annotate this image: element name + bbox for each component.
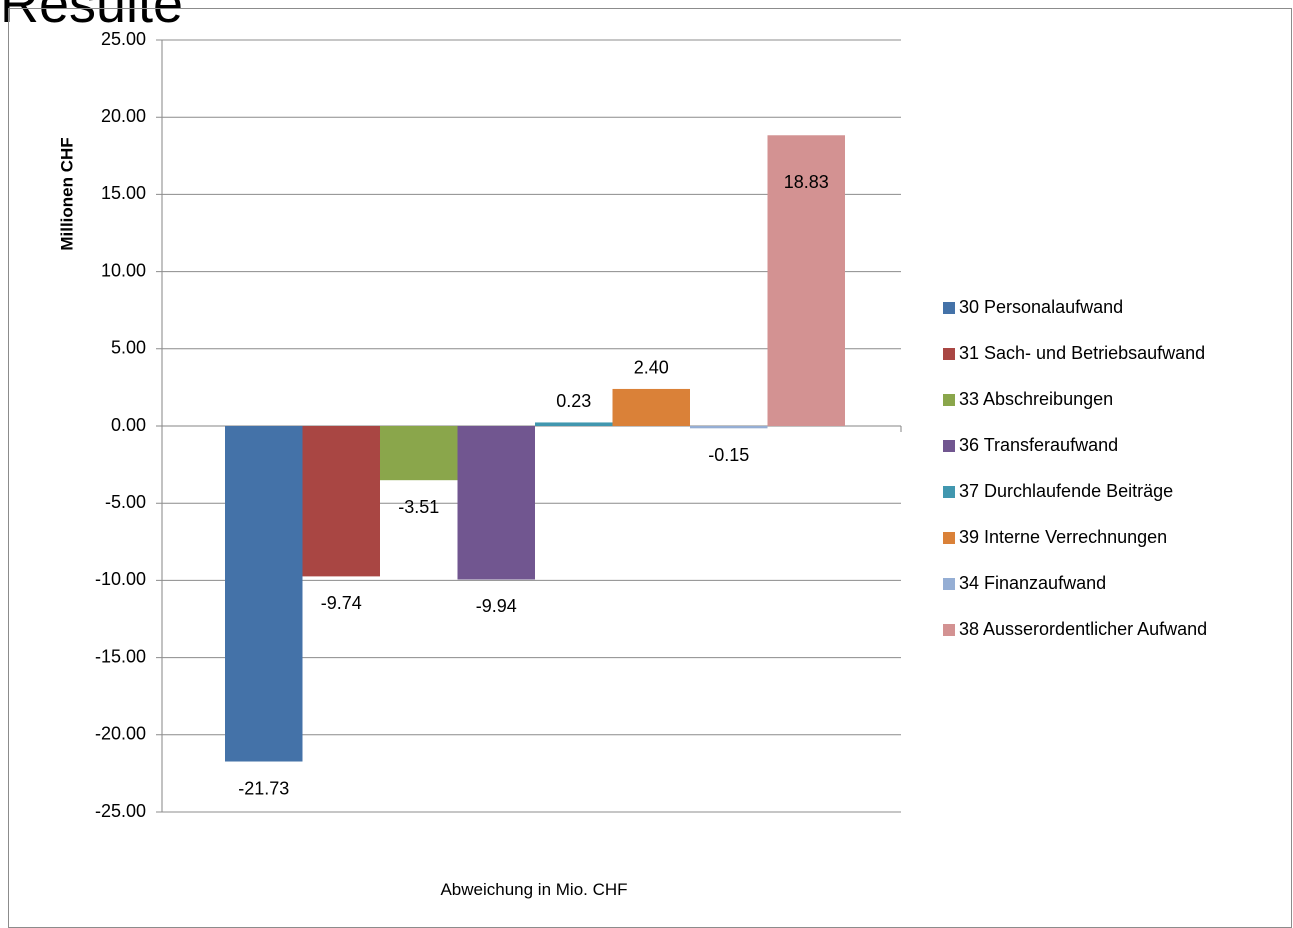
legend-entry: 36 Transferaufwand bbox=[959, 435, 1118, 455]
data-label: -0.15 bbox=[708, 445, 749, 465]
data-label: -3.51 bbox=[398, 497, 439, 517]
y-tick-label: 20.00 bbox=[101, 106, 146, 126]
legend-swatch bbox=[943, 394, 955, 406]
legend-entry: 39 Interne Verrechnungen bbox=[959, 527, 1167, 547]
x-axis-category-label: Abweichung in Mio. CHF bbox=[440, 880, 627, 899]
bar-30-personalaufwand bbox=[225, 426, 303, 762]
y-tick-label: 25.00 bbox=[101, 29, 146, 49]
bar-34-finanzaufwand bbox=[690, 426, 768, 429]
y-tick-label: -20.00 bbox=[95, 724, 146, 744]
legend-entry: 33 Abschreibungen bbox=[959, 389, 1113, 409]
legend-entry: 38 Ausserordentlicher Aufwand bbox=[959, 619, 1207, 639]
y-tick-label: 5.00 bbox=[111, 338, 146, 358]
legend-swatch bbox=[943, 578, 955, 590]
data-label: 2.40 bbox=[634, 358, 669, 378]
legend-swatch bbox=[943, 348, 955, 360]
y-tick-label: -25.00 bbox=[95, 801, 146, 821]
legend-swatch bbox=[943, 532, 955, 544]
bar-31-sach-und-betriebsaufwand bbox=[302, 426, 380, 577]
legend-swatch bbox=[943, 624, 955, 636]
legend-entry: 34 Finanzaufwand bbox=[959, 573, 1106, 593]
y-tick-label: 0.00 bbox=[111, 415, 146, 435]
y-tick-label: -10.00 bbox=[95, 569, 146, 589]
bar-36-transferaufwand bbox=[457, 426, 535, 580]
bars bbox=[225, 135, 845, 762]
data-labels: -21.73 -9.74 -3.51 -9.94 0.23 2.40 -0.15 18.83 bbox=[238, 172, 829, 798]
bar-37-durchlaufende-beitr-ge bbox=[535, 422, 613, 426]
page-title: Resulte bbox=[0, 0, 184, 34]
y-axis-title: Millionen CHF bbox=[57, 137, 76, 250]
y-tick-label: -15.00 bbox=[95, 646, 146, 666]
data-label: -9.94 bbox=[476, 596, 517, 616]
data-label: -9.74 bbox=[321, 593, 362, 613]
bar-39-interne-verrechnungen bbox=[612, 388, 690, 426]
legend-entry: 31 Sach- und Betriebsaufwand bbox=[959, 343, 1205, 363]
bar-33-abschreibungen bbox=[380, 426, 458, 481]
bar-38-ausserordentlicher-aufwand bbox=[767, 135, 845, 426]
y-tick-label: 15.00 bbox=[101, 183, 146, 203]
data-label: 18.83 bbox=[784, 172, 829, 192]
data-label: -21.73 bbox=[238, 778, 289, 798]
legend-swatch bbox=[943, 302, 955, 314]
legend-entry: 30 Personalaufwand bbox=[959, 297, 1123, 317]
y-tick-label: -5.00 bbox=[105, 492, 146, 512]
legend-entry: 37 Durchlaufende Beiträge bbox=[959, 481, 1173, 501]
legend-swatch bbox=[943, 440, 955, 452]
y-tick-labels: 25.00 20.00 15.00 10.00 5.00 0.00 -5.00 -10.00 -… bbox=[95, 29, 146, 821]
legend: 30 Personalaufwand 31 Sach- und Betriebsa… bbox=[943, 297, 1207, 639]
y-tick-label: 10.00 bbox=[101, 260, 146, 280]
data-label: 0.23 bbox=[556, 391, 591, 411]
legend-swatch bbox=[943, 486, 955, 498]
